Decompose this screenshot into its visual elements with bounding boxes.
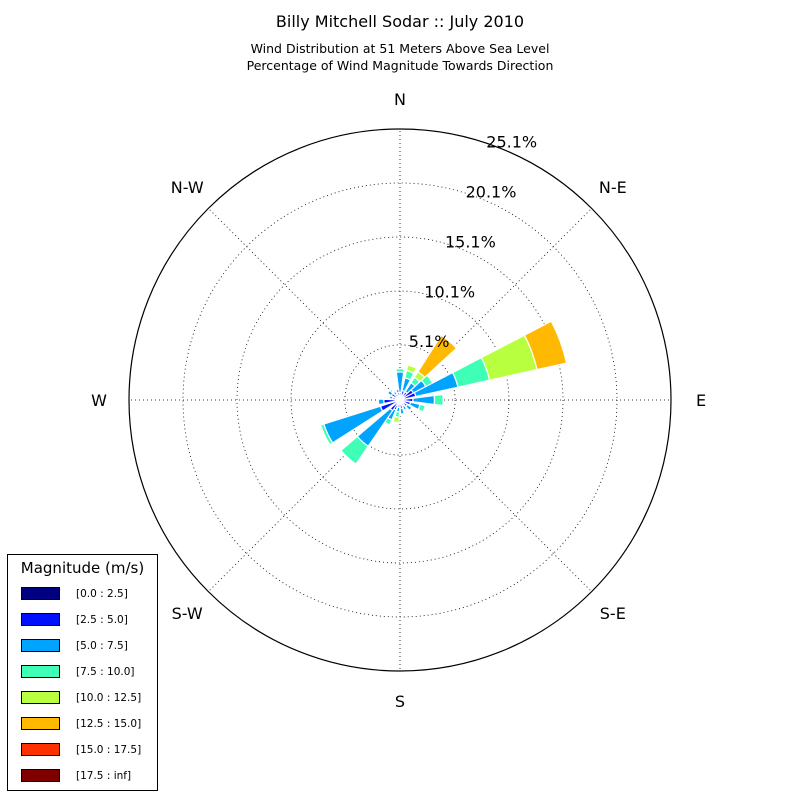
legend-swatch	[21, 743, 60, 756]
legend: Magnitude (m/s) [0.0 : 2.5] [2.5 : 5.0] …	[7, 554, 158, 791]
grid-ring	[290, 290, 510, 510]
direction-label: S-W	[172, 604, 203, 623]
legend-label: [5.0 : 7.5]	[76, 640, 128, 652]
wind-bar-segment	[395, 388, 400, 394]
grid-spoke	[399, 399, 592, 592]
wind-bar-segment	[523, 320, 568, 371]
wind-bar-segment	[395, 368, 405, 373]
direction-label: W	[91, 391, 107, 410]
legend-label: [7.5 : 10.0]	[76, 666, 135, 678]
wind-bar-segment	[377, 398, 385, 406]
legend-label: [15.0 : 17.5]	[76, 744, 142, 756]
legend-label: [17.5 : inf]	[76, 770, 132, 782]
radial-tick-label: 25.1%	[486, 133, 537, 152]
legend-label: [10.0 : 12.5]	[76, 692, 142, 704]
legend-swatch	[21, 691, 60, 704]
legend-swatch	[21, 717, 60, 730]
radial-tick-label: 15.1%	[445, 232, 496, 251]
chart-subtitle-line-1: Wind Distribution at 51 Meters Above Sea…	[250, 41, 550, 56]
wind-bar-segment	[399, 407, 405, 415]
radial-tick-label: 10.1%	[424, 282, 475, 301]
wind-bar-segment	[340, 435, 370, 465]
chart-subtitle-line-2: Percentage of Wind Magnitude Towards Dir…	[246, 58, 554, 73]
direction-label: E	[696, 391, 706, 410]
wind-bar-segment	[433, 393, 444, 407]
legend-label: [2.5 : 5.0]	[76, 614, 128, 626]
legend-swatch	[21, 587, 60, 600]
grid-ring	[182, 182, 618, 618]
legend-swatch	[21, 613, 60, 626]
grid-spoke	[208, 208, 401, 401]
direction-label: N-W	[171, 178, 204, 197]
direction-label: S	[395, 692, 405, 711]
radial-tick-label: 5.1%	[409, 332, 450, 351]
grid-ring	[344, 344, 456, 456]
wind-bar-segment	[319, 423, 334, 446]
legend-title: Magnitude (m/s)	[20, 559, 145, 577]
wind-bar-segment	[417, 403, 427, 413]
legend-swatch	[21, 769, 60, 782]
wind-bar-segment	[388, 395, 394, 400]
wind-bar-segment	[405, 364, 418, 374]
grid-ring	[236, 236, 564, 564]
wind-bar-segment	[392, 415, 400, 424]
legend-label: [12.5 : 15.0]	[76, 718, 142, 730]
legend-swatch	[21, 639, 60, 652]
direction-label: S-E	[600, 604, 626, 623]
wind-bar-segment	[386, 389, 394, 397]
wind-bar-segment	[404, 403, 413, 412]
polar-frame	[128, 128, 672, 672]
legend-label: [0.0 : 2.5]	[76, 588, 128, 600]
direction-label: N	[394, 90, 406, 109]
chart-title: Billy Mitchell Sodar :: July 2010	[275, 12, 525, 31]
legend-swatch	[21, 665, 60, 678]
radial-tick-label: 20.1%	[466, 183, 517, 202]
direction-label: N-E	[599, 178, 627, 197]
